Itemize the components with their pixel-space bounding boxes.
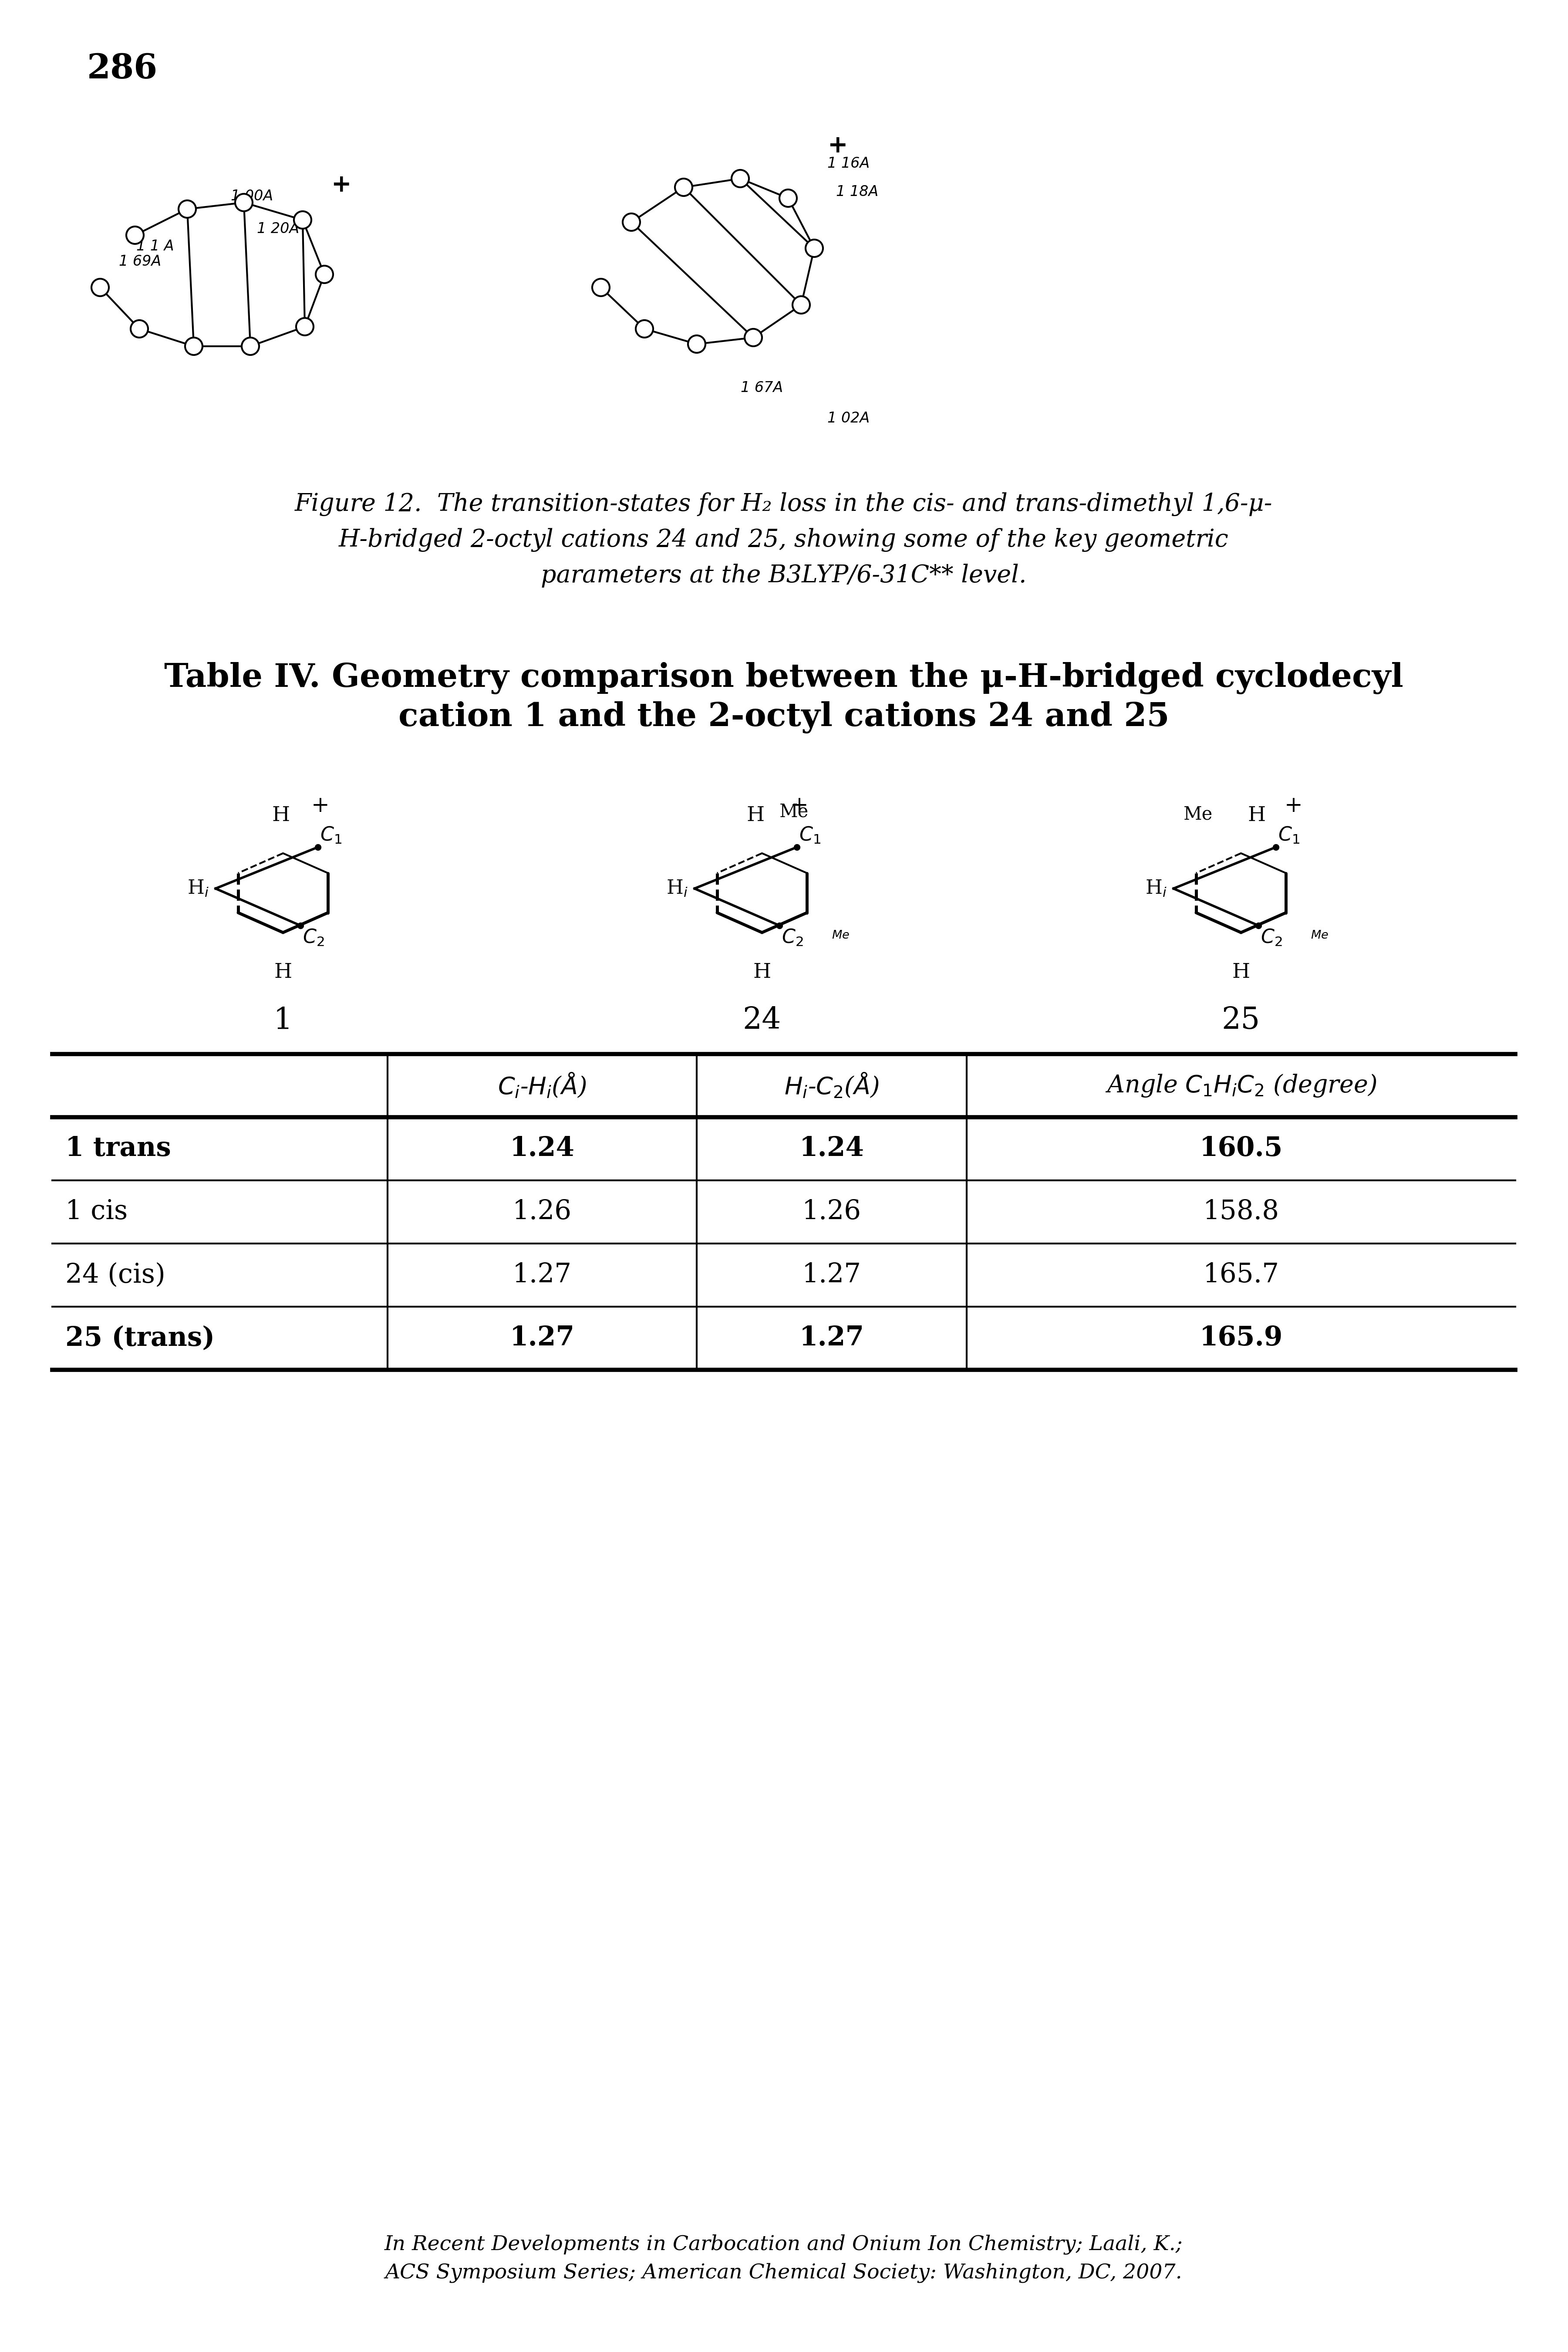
- Text: 1 00A: 1 00A: [230, 188, 273, 202]
- Text: 1 18A: 1 18A: [836, 186, 878, 200]
- Text: 25 (trans): 25 (trans): [66, 1324, 215, 1350]
- Circle shape: [622, 214, 640, 230]
- Text: 1.27: 1.27: [513, 1261, 572, 1289]
- Text: H$_i$: H$_i$: [666, 880, 688, 898]
- Text: $C_2$: $C_2$: [781, 927, 803, 948]
- Circle shape: [635, 320, 654, 339]
- Text: 1.27: 1.27: [510, 1324, 574, 1350]
- Text: Figure 12.  The transition-states for H₂ loss in the cis- and trans-dimethyl 1,6: Figure 12. The transition-states for H₂ …: [295, 492, 1273, 515]
- Text: 1 20A: 1 20A: [257, 221, 299, 235]
- Text: $H_i$-$C_2$($\it{\AA}$): $H_i$-$C_2$($\it{\AA}$): [784, 1073, 880, 1098]
- Text: $C_1$: $C_1$: [1278, 826, 1300, 844]
- Circle shape: [127, 226, 144, 245]
- Text: 1: 1: [273, 1007, 293, 1035]
- Text: parameters at the B3LYP/6-31C** level.: parameters at the B3LYP/6-31C** level.: [541, 564, 1027, 588]
- Circle shape: [792, 296, 811, 313]
- Text: 1 69A: 1 69A: [119, 254, 162, 268]
- Circle shape: [315, 266, 332, 282]
- Circle shape: [745, 329, 762, 346]
- Text: 1.24: 1.24: [800, 1136, 864, 1162]
- Text: +: +: [1284, 795, 1303, 816]
- Text: 25: 25: [1221, 1007, 1261, 1035]
- Text: 1.24: 1.24: [510, 1136, 574, 1162]
- Text: Me: Me: [1184, 804, 1212, 823]
- Text: 1.27: 1.27: [800, 1324, 864, 1350]
- Text: H: H: [274, 962, 292, 983]
- Text: 1 1 A: 1 1 A: [136, 240, 174, 254]
- Circle shape: [130, 320, 147, 339]
- Circle shape: [688, 336, 706, 353]
- Text: cation 1 and the 2-octyl cations 24 and 25: cation 1 and the 2-octyl cations 24 and …: [398, 701, 1170, 734]
- Text: $C_1$: $C_1$: [800, 826, 820, 844]
- Text: H$_i$: H$_i$: [187, 880, 209, 898]
- Text: H: H: [753, 962, 771, 983]
- Text: 286: 286: [88, 52, 158, 85]
- Text: H: H: [1248, 807, 1265, 826]
- Circle shape: [732, 169, 750, 188]
- Text: 1 trans: 1 trans: [66, 1136, 171, 1162]
- Text: H: H: [1232, 962, 1250, 983]
- Circle shape: [185, 339, 202, 355]
- Circle shape: [674, 179, 693, 195]
- Circle shape: [296, 318, 314, 336]
- Text: 24 (cis): 24 (cis): [66, 1261, 165, 1289]
- Text: 1.26: 1.26: [513, 1200, 572, 1225]
- Circle shape: [241, 339, 259, 355]
- Circle shape: [91, 280, 108, 296]
- Circle shape: [293, 212, 312, 228]
- Text: 165.7: 165.7: [1203, 1261, 1279, 1289]
- Text: ACS Symposium Series; American Chemical Society: Washington, DC, 2007.: ACS Symposium Series; American Chemical …: [386, 2263, 1182, 2284]
- Text: 165.9: 165.9: [1200, 1324, 1283, 1350]
- Text: 1.26: 1.26: [803, 1200, 861, 1225]
- Text: $^{Me}$: $^{Me}$: [831, 931, 850, 948]
- Circle shape: [806, 240, 823, 256]
- Text: H-bridged 2-octyl cations 24 and 25, showing some of the key geometric: H-bridged 2-octyl cations 24 and 25, sho…: [339, 527, 1229, 553]
- Circle shape: [779, 191, 797, 207]
- Text: H$_i$: H$_i$: [1145, 880, 1167, 898]
- Text: Table IV. Geometry comparison between the μ-H-bridged cyclodecyl: Table IV. Geometry comparison between th…: [165, 661, 1403, 694]
- Text: 1.27: 1.27: [803, 1261, 861, 1289]
- Text: $^{Me}$: $^{Me}$: [1311, 931, 1328, 948]
- Text: 1 cis: 1 cis: [66, 1200, 127, 1225]
- Text: 24: 24: [743, 1007, 781, 1035]
- Text: In Recent Developments in Carbocation and Onium Ion Chemistry; Laali, K.;: In Recent Developments in Carbocation an…: [384, 2234, 1182, 2256]
- Text: Me: Me: [779, 802, 809, 821]
- Text: 158.8: 158.8: [1203, 1200, 1279, 1225]
- Circle shape: [235, 193, 252, 212]
- Text: Angle $C_1H_iC_2$ (degree): Angle $C_1H_iC_2$ (degree): [1105, 1073, 1377, 1098]
- Text: $C_i$-$H_i$($\it{\AA}$): $C_i$-$H_i$($\it{\AA}$): [497, 1073, 586, 1098]
- Text: +: +: [331, 174, 351, 198]
- Circle shape: [179, 200, 196, 219]
- Text: H: H: [271, 807, 290, 826]
- Text: 1 67A: 1 67A: [740, 381, 782, 395]
- Text: 1 02A: 1 02A: [828, 412, 870, 426]
- Text: $C_1$: $C_1$: [320, 826, 342, 844]
- Text: 160.5: 160.5: [1200, 1136, 1283, 1162]
- Text: $C_2$: $C_2$: [1261, 927, 1283, 948]
- Text: H: H: [746, 807, 765, 826]
- Text: 1 16A: 1 16A: [828, 155, 870, 172]
- Text: $C_2$: $C_2$: [303, 927, 325, 948]
- Text: +: +: [828, 134, 848, 158]
- Text: +: +: [790, 795, 809, 816]
- Text: +: +: [312, 795, 329, 816]
- Circle shape: [593, 280, 610, 296]
